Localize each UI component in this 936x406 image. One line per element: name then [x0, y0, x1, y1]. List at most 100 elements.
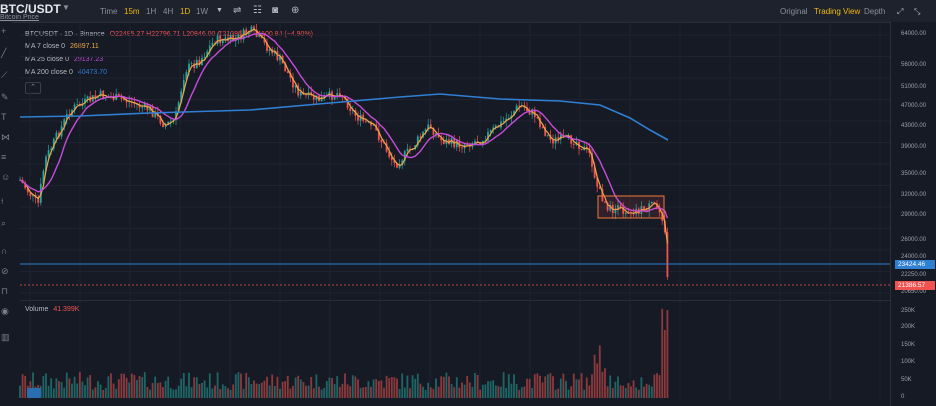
volume-bar [159, 382, 162, 398]
candle-body [650, 202, 653, 204]
ray-icon[interactable]: ⟋ [1, 70, 8, 80]
candle-body [24, 183, 27, 189]
candle-body [541, 127, 544, 128]
tab-4h[interactable]: 4H [163, 7, 174, 16]
candle-body [182, 79, 185, 92]
trendline-icon[interactable]: ╱ [1, 48, 7, 58]
ma200-label: MA 200 close 0 [25, 69, 73, 76]
candle-body [284, 63, 287, 72]
volume-bar [336, 376, 339, 398]
candle-body [50, 148, 53, 151]
settings-sliders-icon[interactable]: ☷ [253, 5, 262, 16]
volume-bar [500, 386, 502, 398]
eye-icon[interactable]: ◉ [1, 306, 9, 316]
pane-separator[interactable] [20, 300, 890, 301]
volume-bar [497, 386, 500, 398]
tab-1h[interactable]: 1H [146, 7, 157, 16]
volume-bar [333, 384, 336, 398]
price-axis[interactable]: 64000.00 56000.00 51000.00 47000.00 4300… [890, 22, 936, 406]
volume-bar [559, 378, 562, 398]
volume-bar [273, 385, 276, 398]
tradingview-logo-icon[interactable] [27, 388, 41, 398]
volume-bar [94, 387, 97, 398]
volume-bar [175, 389, 177, 398]
volume-bar [663, 330, 666, 398]
volume-bar [328, 377, 331, 398]
symbol-subtitle-link[interactable]: Bitcoin Price [0, 14, 39, 21]
symbol-title[interactable]: BTC/USDT [0, 2, 61, 16]
legend-ma25[interactable]: MA 25 close 0 29137.23 [25, 56, 103, 63]
candle-body [185, 72, 188, 80]
volume-bar [630, 386, 632, 398]
price-chart[interactable] [0, 0, 890, 406]
more-timeframes-icon[interactable]: ▼ [216, 7, 223, 14]
volume-bar [604, 368, 606, 398]
text-icon[interactable]: T [1, 112, 7, 122]
volume-bar [216, 372, 219, 398]
candle-body [346, 98, 349, 109]
volume-bar [271, 374, 274, 398]
candle-body [479, 142, 482, 145]
candle-body [94, 95, 97, 98]
volume-bar [138, 375, 141, 398]
tab-1w[interactable]: 1W [196, 7, 208, 16]
volume-bar [533, 374, 536, 398]
volume-bar [325, 381, 328, 398]
tab-15m[interactable]: 15m [124, 7, 140, 16]
candle-body [598, 186, 601, 189]
tab-1d[interactable]: 1D [180, 7, 191, 16]
volume-bar [237, 372, 240, 398]
legend-ma200[interactable]: MA 200 close 0 40473.70 [25, 69, 107, 76]
volume-bar [52, 388, 55, 398]
lock-icon[interactable]: ⊓ [1, 286, 9, 296]
volume-tick: 150K [901, 342, 916, 348]
pen-icon[interactable]: ✎ [1, 92, 9, 102]
add-icon[interactable]: ⊕ [291, 5, 300, 16]
crosshair-icon[interactable]: + [1, 26, 7, 36]
candle-body [141, 106, 144, 108]
indicators-icon[interactable]: ⇌ [233, 5, 242, 16]
volume-bar [658, 375, 661, 398]
ruler-icon[interactable]: ⟊ [1, 196, 4, 206]
pattern-icon[interactable]: ⋈ [1, 132, 10, 142]
tab-time[interactable]: Time [100, 7, 118, 16]
legend-collapse-button[interactable]: ⌃ [25, 82, 41, 94]
view-original[interactable]: Original [780, 7, 808, 16]
view-trading-view[interactable]: Trading View [814, 7, 861, 16]
volume-bar [601, 371, 604, 398]
candle-body [177, 102, 180, 112]
volume-tick: 0 [901, 394, 905, 400]
magnet-icon[interactable]: ∩ [1, 246, 8, 256]
volume-bar [224, 386, 227, 398]
volume-bar [544, 376, 547, 398]
candle-body [458, 140, 461, 148]
volume-bar [474, 373, 476, 398]
volume-bar [302, 381, 305, 398]
camera-icon[interactable]: ◙ [272, 5, 279, 16]
trash-icon[interactable]: ▥ [1, 332, 10, 342]
volume-bar [383, 387, 385, 398]
candle-body [409, 148, 411, 150]
volume-bar [276, 376, 279, 398]
candle-body [216, 35, 219, 44]
volume-bar [515, 384, 518, 398]
volume-bar [247, 377, 250, 398]
view-depth[interactable]: Depth [864, 7, 886, 16]
volume-bar [502, 372, 505, 398]
fullscreen-icon[interactable]: ⤡ [914, 7, 921, 16]
volume-bar [284, 381, 287, 398]
candle-body [619, 205, 622, 207]
expand-icon[interactable]: ⤢ [897, 7, 904, 16]
fibonacci-icon[interactable]: ≡ [1, 152, 7, 162]
volume-bar [169, 388, 172, 398]
lock-edit-icon[interactable]: ⊘ [1, 266, 9, 276]
volume-bar [63, 387, 66, 398]
zoom-icon[interactable]: ⌕ [1, 218, 7, 228]
volume-bar [567, 389, 570, 398]
chevron-down-icon[interactable]: ▼ [62, 3, 70, 12]
legend-ma7[interactable]: MA 7 close 0 26897.11 [25, 43, 99, 50]
volume-bar [208, 373, 211, 398]
volume-bar [419, 383, 422, 398]
shapes-icon[interactable]: ☺ [1, 172, 11, 182]
volume-bar [312, 388, 315, 398]
